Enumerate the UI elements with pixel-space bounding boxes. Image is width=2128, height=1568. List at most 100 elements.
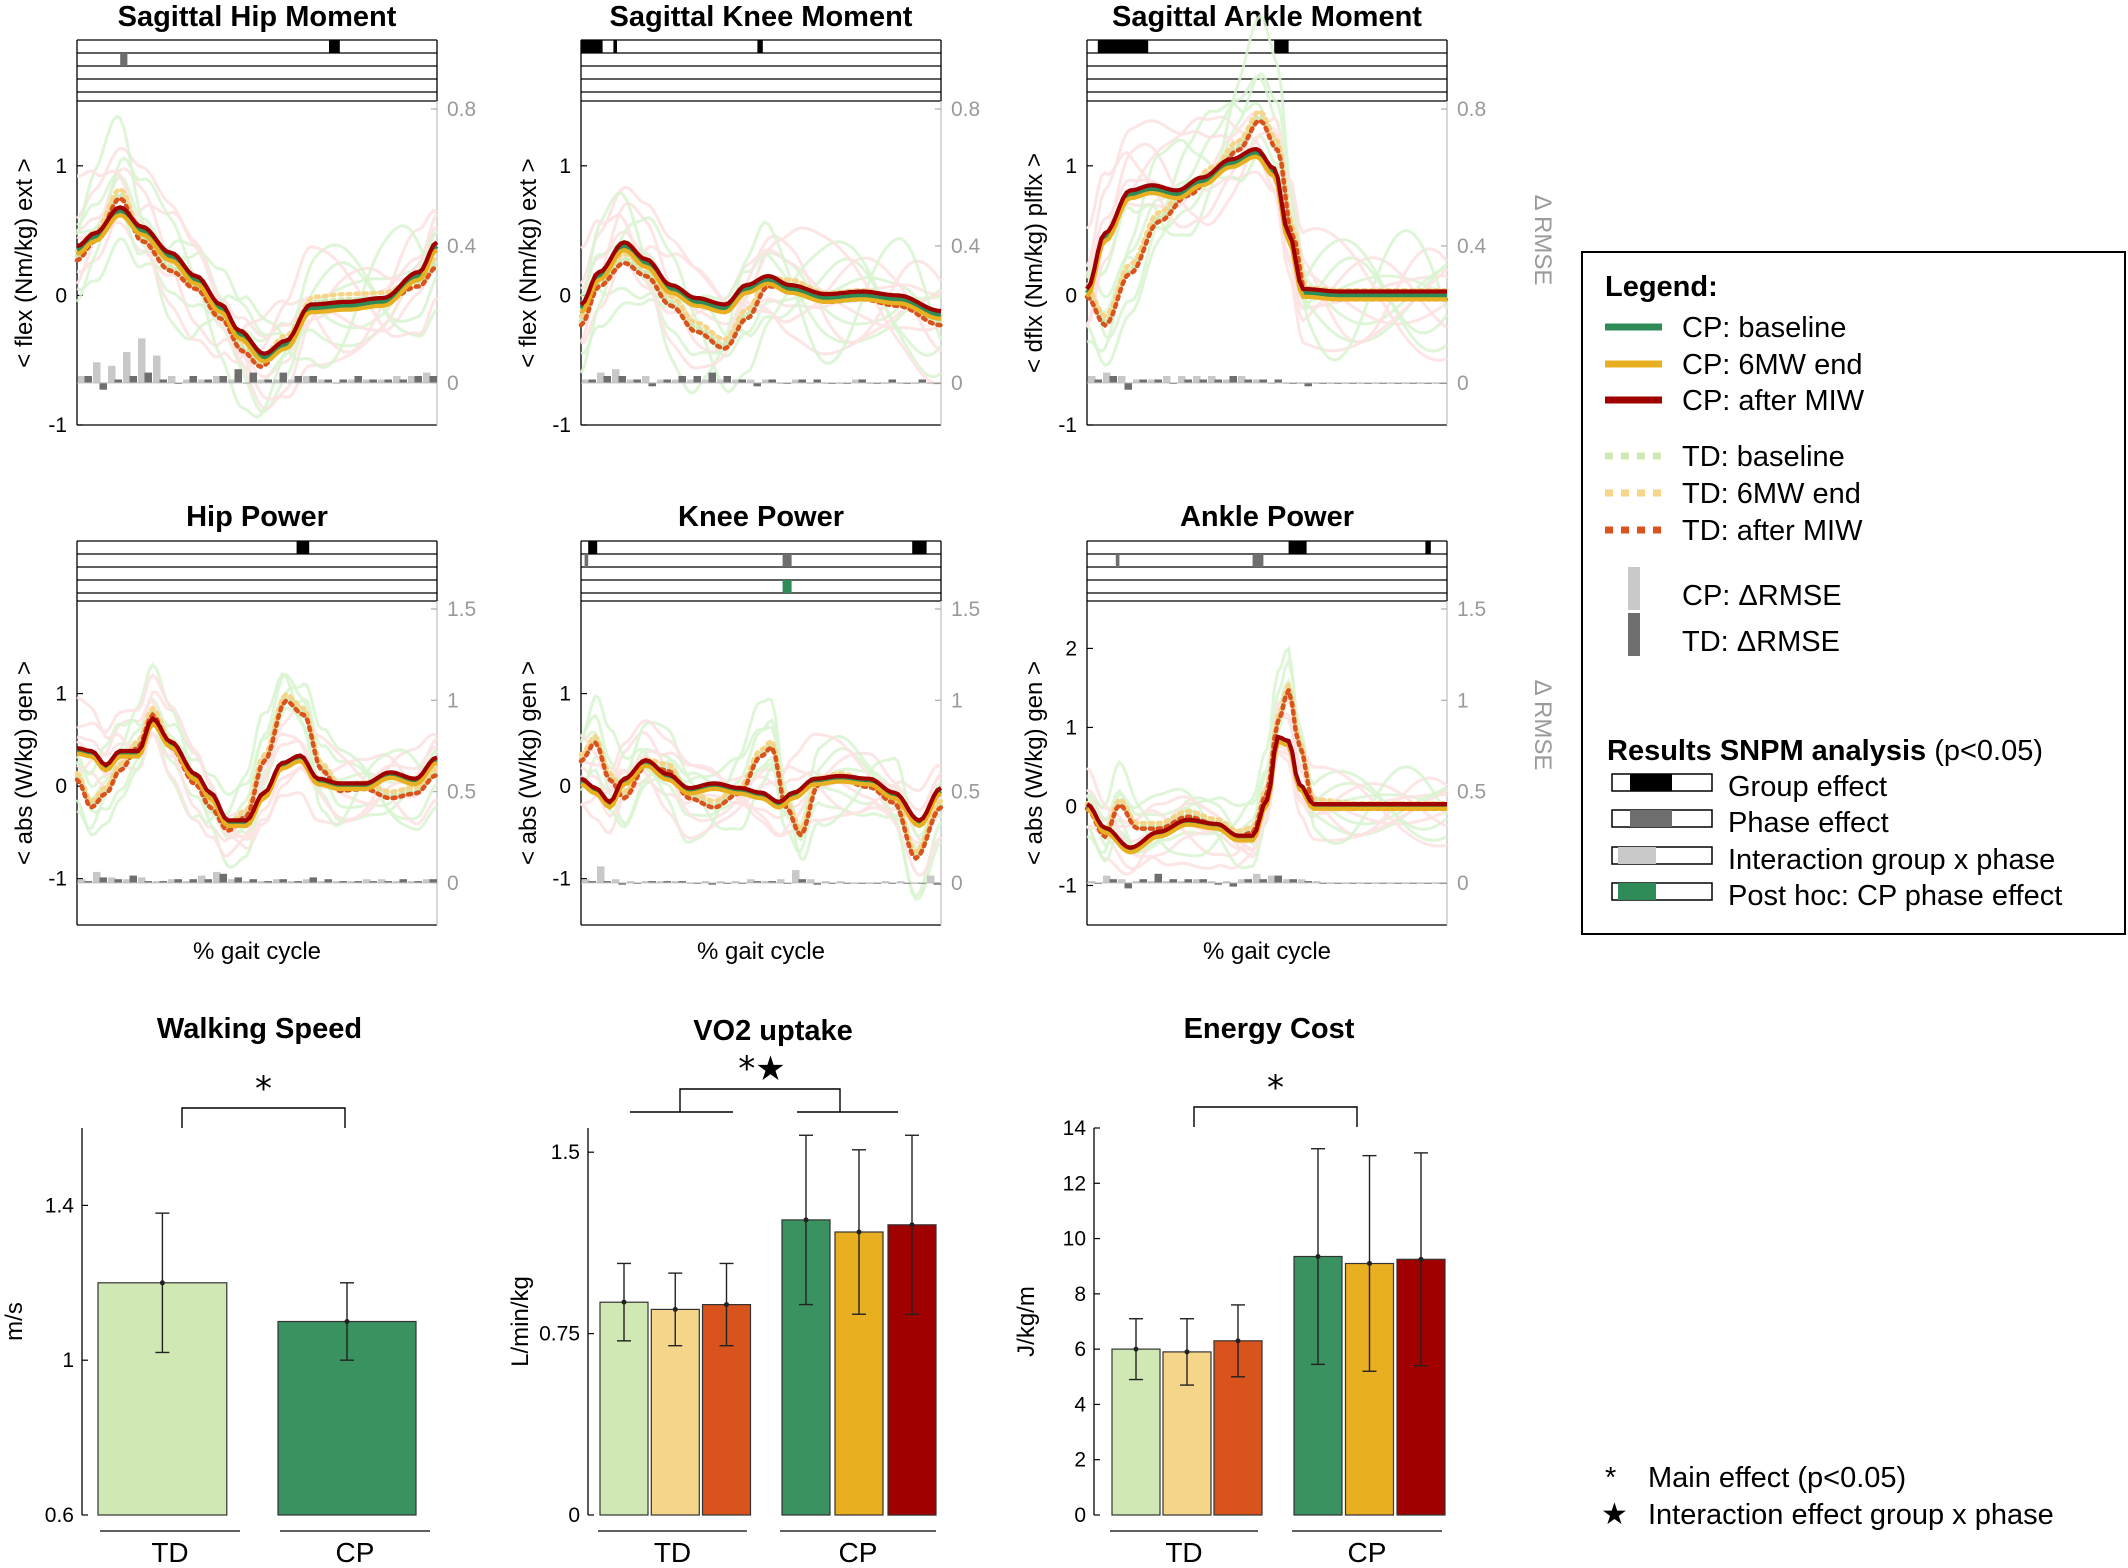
td-rmse-bar [1199,379,1207,383]
cp-rmse-bar [303,879,311,883]
td-rmse-bar [159,379,167,383]
td-rmse-bar [828,882,836,884]
td-rmse-bar [903,382,911,384]
td-rmse-bar [753,382,761,387]
td-rmse-bar [294,376,302,383]
td-rmse-bar [1109,879,1117,883]
rmse-tick-label: 0 [1457,872,1469,895]
td-rmse-bar [204,379,212,383]
cp-rmse-bar [852,882,860,884]
td-rmse-bar [783,382,791,384]
y-tick-label: 1 [1065,716,1077,739]
significance-bracket [679,1088,841,1112]
cp-rmse-bar [1163,881,1171,883]
snpm-effect-mark [120,53,128,66]
cp-rmse-bar [687,882,695,884]
td-rmse-bar [708,372,716,383]
td-rmse-bar [588,379,596,383]
cp-rmse-bar [228,379,236,383]
cp-rmse-bar [168,376,176,383]
td-individual-curve [1085,677,1448,864]
y-tick-label: 0 [55,284,67,307]
cp-rmse-bar [183,881,191,883]
cp-rmse-bar [243,881,251,883]
cp-rmse-bar [627,379,635,383]
cp-rmse-bar [717,379,725,383]
td-rmse-bar [933,882,941,885]
td-rmse-bar [783,882,791,884]
td-rmse-bar [1304,881,1312,883]
cp-rmse-bar [1268,875,1276,883]
panel-sagittal-knee-moment: Sagittal Knee Moment -1 0 1 < flex (Nm/kg) e… [515,1,981,437]
legend-bar-swatch [1628,613,1640,656]
cp-rmse-bar [1088,881,1096,883]
cp-mean-curve [579,243,942,317]
td-rmse-bar [888,882,896,884]
panel-title: Hip Power [186,501,328,533]
cp-rmse-bar [363,379,371,383]
legend-label: CP: ΔRMSE [1682,580,1842,612]
td-rmse-bar [1214,379,1222,383]
y-tick-label: 2 [1074,1449,1086,1472]
panel-title: Ankle Power [1180,501,1354,533]
td-rmse-bar [798,379,806,383]
cp-rmse-bar [867,382,875,384]
cp-rmse-bar [333,382,341,384]
rmse-tick-label: 1.5 [951,598,980,621]
td-mean-curve [74,698,440,834]
td-rmse-bar [678,881,686,883]
y-axis-label: < flex (Nm/kg) ext > [11,158,38,367]
td-rmse-bar [369,881,377,883]
legend-title: Legend: [1605,271,1718,303]
y-tick-label: -1 [552,868,571,891]
cp-mean-curve [580,757,943,823]
mean-point [672,1306,678,1312]
mean-point [344,1319,350,1324]
legend-label: TD: ΔRMSE [1682,626,1840,658]
cp-rmse-bar [1403,382,1411,384]
td-rmse-bar [738,379,746,383]
snpm-effect-mark [588,541,598,554]
td-rmse-bar [813,379,821,383]
td-rmse-bar [1274,379,1282,383]
cp-rmse-bar [792,870,800,883]
snpm-effect-mark [912,541,927,554]
td-rmse-bar [873,382,881,384]
cp-rmse-bar [213,376,221,383]
td-rmse-bar [1394,382,1402,384]
cp-rmse-bar [672,379,680,383]
cp-rmse-bar [822,382,830,384]
td-rmse-bar [84,376,92,383]
td-rmse-bar [99,382,107,390]
td-mean-curve [74,695,440,831]
rmse-tick-label: 0.5 [951,781,980,804]
rmse-tick-label: 0 [951,372,963,395]
y-tick-label: 0 [55,775,67,798]
cp-mean-curve [76,721,438,828]
td-rmse-bar [339,379,347,383]
x-axis-label: % gait cycle [193,938,321,965]
td-rmse-bar [663,881,671,883]
td-rmse-bar [129,376,137,383]
td-rmse-bar [1424,882,1432,884]
cp-rmse-bar [927,875,935,883]
cp-rmse-bar [1403,882,1411,884]
cp-rmse-bar [273,379,281,383]
cp-rmse-bar [1373,382,1381,384]
group-label: TD [654,1537,691,1568]
td-rmse-bar [414,376,422,383]
td-rmse-bar [1379,882,1387,884]
td-rmse-bar [399,879,407,883]
td-rmse-bar [189,879,197,883]
td-rmse-bar [1214,882,1222,885]
y-tick-label: 1 [559,155,571,178]
td-rmse-bar [1094,882,1102,884]
mean-point [724,1302,729,1308]
td-rmse-bar [1319,882,1327,884]
cp-rmse-bar [642,376,650,383]
td-rmse-bar [1304,382,1312,387]
td-rmse-bar [873,882,881,884]
rmse-axis-label: Δ RMSE [1529,195,1556,286]
td-rmse-bar [1139,379,1147,383]
